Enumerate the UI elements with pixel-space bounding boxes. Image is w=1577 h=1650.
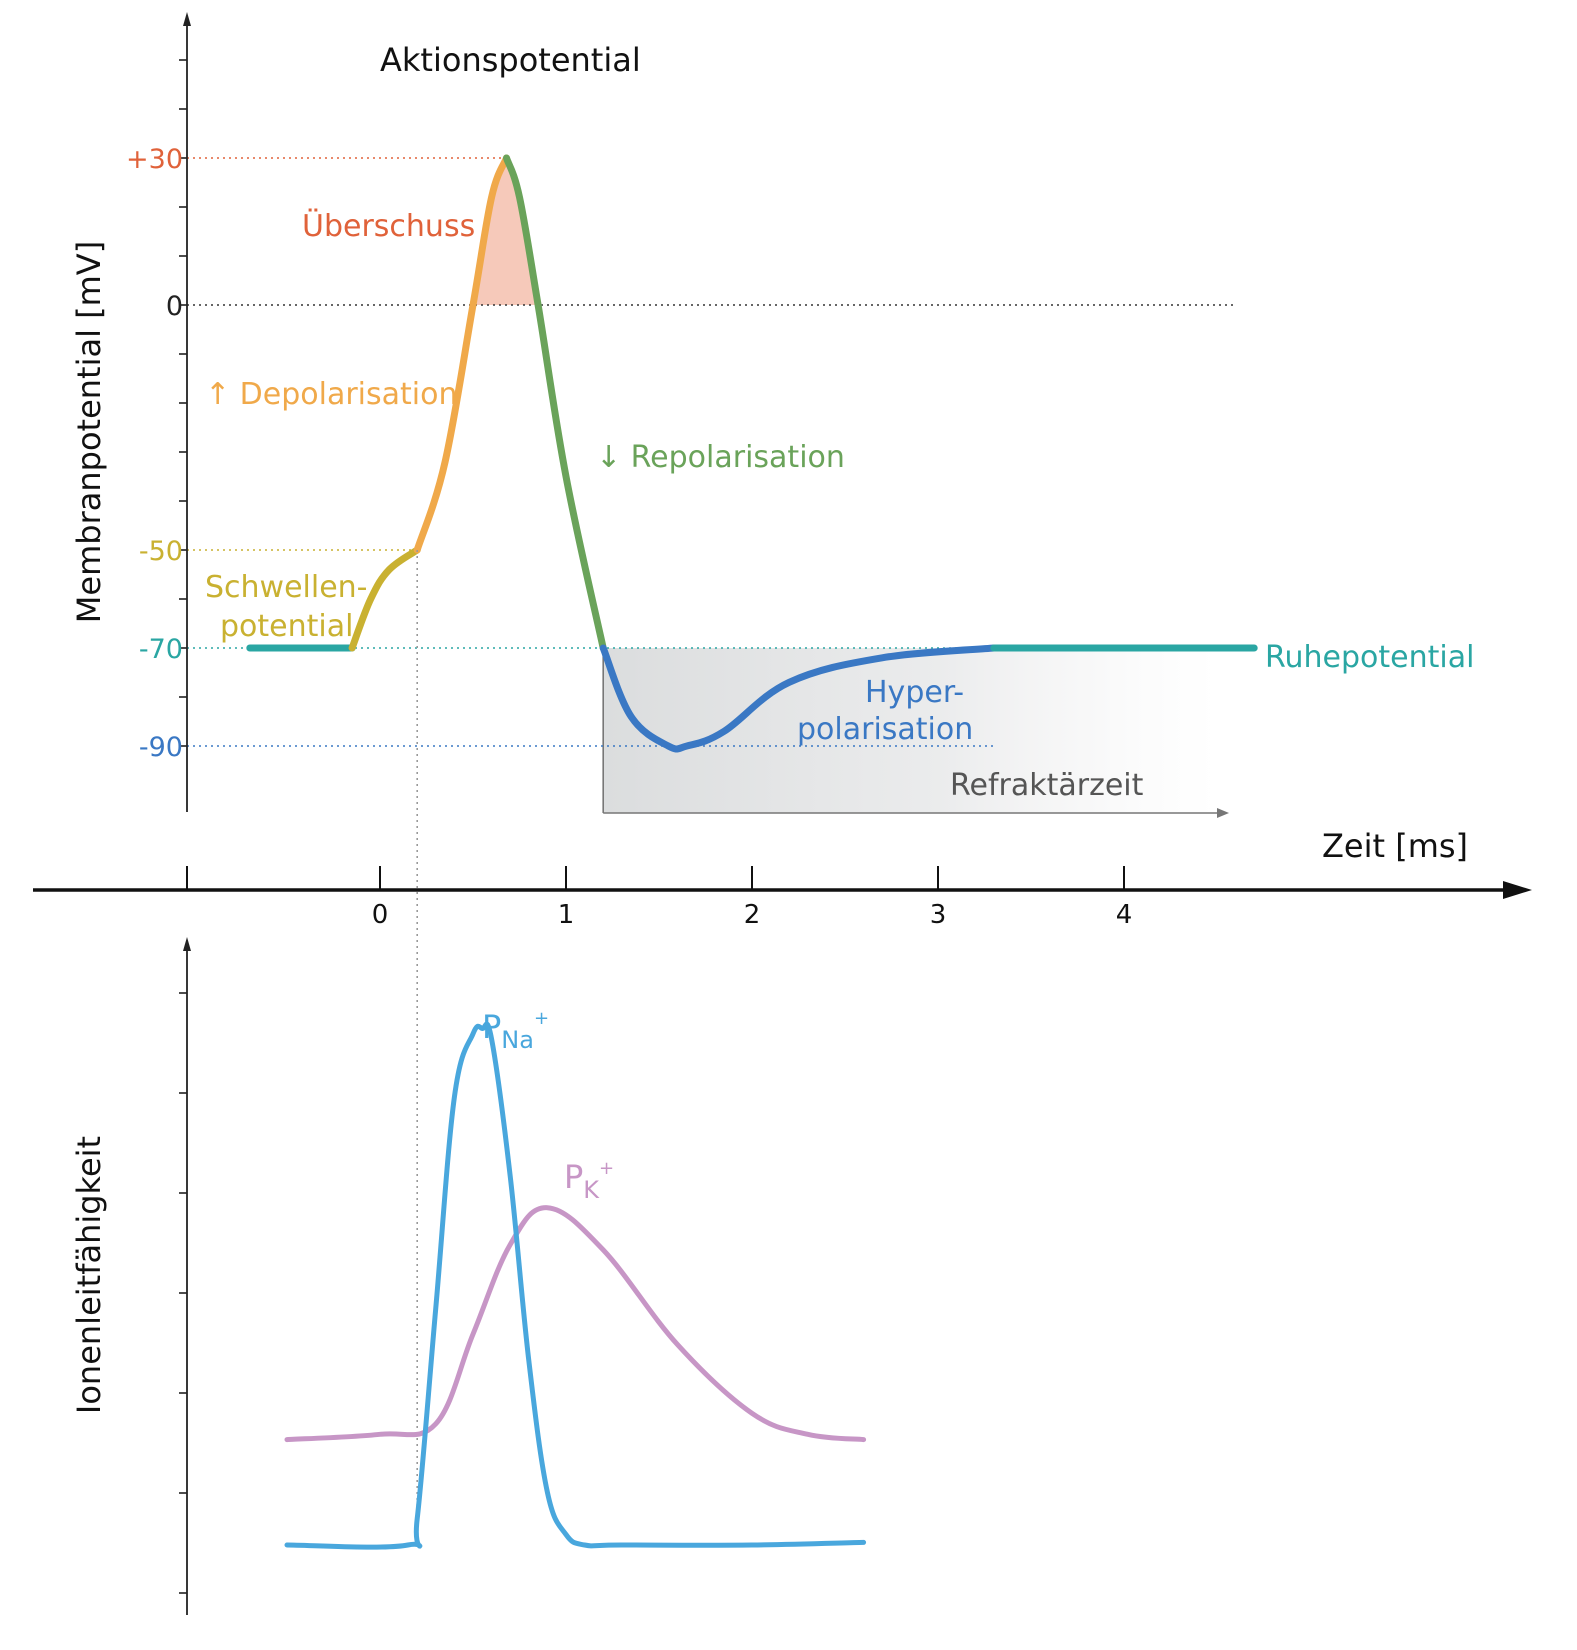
x-axis-time: 0 1 2 3 4 <box>33 866 1532 930</box>
action-potential-curve <box>246 154 1258 753</box>
y-axis-label-membrane: Membranpotential [mV] <box>70 241 108 623</box>
x-tick-label: 1 <box>558 900 575 930</box>
x-tick-label: 0 <box>372 900 389 930</box>
membrane-potential-panel: +30 0 -50 -70 -90 Aktionspotential Membranpo… <box>70 12 1474 818</box>
upper-y-tick-label: +30 <box>126 144 183 175</box>
label-p-k-sub: K <box>583 1176 600 1204</box>
label-p-na-sup: + <box>534 1008 549 1029</box>
overshoot-fill <box>473 158 539 305</box>
refractory-arrowhead <box>1217 808 1229 818</box>
conductance-series-line <box>284 1021 867 1550</box>
annotation-schwellen: Schwellen- <box>205 570 368 605</box>
annotation-hyper: Hyper- <box>865 675 964 710</box>
annotation-refraktaerzeit: Refraktärzeit <box>950 768 1144 803</box>
y-axis-label-conductance: Ionenleitfähigkeit <box>70 1136 108 1414</box>
time-axis-arrowhead <box>1503 881 1532 899</box>
series-line-segment <box>413 154 510 554</box>
x-axis-label: Zeit [ms] <box>1322 827 1468 865</box>
upper-y-tick-label: 0 <box>166 291 183 322</box>
label-p-na-sub: Na <box>501 1026 534 1054</box>
conductance-series-line <box>284 1205 867 1443</box>
label-p-na: PNa+ <box>482 1008 549 1054</box>
annotation-potential: potential <box>220 609 353 644</box>
refractory-shade <box>603 648 1217 813</box>
series-line-segment <box>599 644 998 753</box>
y-axis-membrane-potential: +30 0 -50 -70 -90 <box>126 12 191 812</box>
upper-axis-arrowhead <box>183 12 191 26</box>
label-p-k: PK+ <box>564 1158 614 1204</box>
annotation-depolarisation: ↑ Depolarisation <box>205 377 458 412</box>
upper-y-tick-label: -50 <box>139 536 183 567</box>
y-axis-conductance <box>179 937 191 1615</box>
overshoot-area <box>473 158 539 305</box>
annotation-ueberschuss: Überschuss <box>302 208 475 244</box>
series-line-segment <box>503 154 607 652</box>
lower-axis-arrowhead <box>183 937 191 951</box>
x-tick-label: 3 <box>930 900 947 930</box>
upper-y-tick-label: -70 <box>139 634 183 665</box>
x-tick-label: 2 <box>744 900 761 930</box>
annotation-repolarisation: ↓ Repolarisation <box>596 440 845 475</box>
chart-title: Aktionspotential <box>380 41 641 79</box>
ion-conductance-panel: Ionenleitfähigkeit PNa+ PK+ <box>70 937 867 1615</box>
x-tick-label: 4 <box>1116 900 1133 930</box>
reference-lines <box>187 157 1250 747</box>
annotation-ruhepotential: Ruhepotential <box>1265 640 1474 675</box>
conductance-curves <box>284 1021 867 1550</box>
series-line-segment <box>348 546 421 652</box>
annotation-polarisation: polarisation <box>797 712 973 747</box>
upper-y-tick-label: -90 <box>139 732 183 763</box>
label-p-k-main: P <box>564 1158 583 1196</box>
label-p-k-sup: + <box>599 1158 614 1179</box>
refractory-period-region <box>602 648 1229 818</box>
label-p-na-main: P <box>482 1008 501 1046</box>
